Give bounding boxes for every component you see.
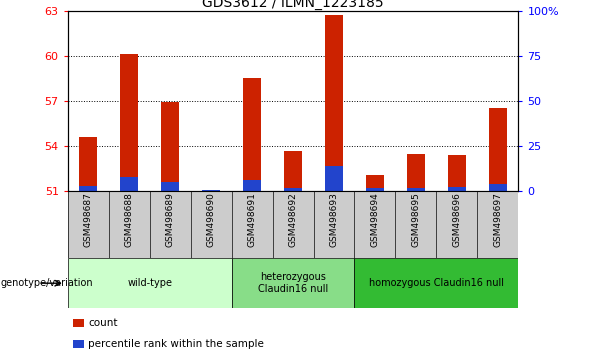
Text: GSM498692: GSM498692 xyxy=(289,193,297,247)
Text: wild-type: wild-type xyxy=(127,278,172,288)
Text: GSM498694: GSM498694 xyxy=(370,193,379,247)
Bar xyxy=(202,190,220,191)
Bar xyxy=(120,54,138,191)
Bar xyxy=(284,188,302,191)
Bar xyxy=(325,15,343,191)
Bar xyxy=(284,150,302,191)
Bar xyxy=(436,191,477,258)
Bar xyxy=(231,258,355,308)
Text: GSM498691: GSM498691 xyxy=(247,193,257,247)
Text: genotype/variation: genotype/variation xyxy=(1,278,93,288)
Bar xyxy=(120,177,138,191)
Bar xyxy=(489,108,507,191)
Bar xyxy=(313,191,355,258)
Bar xyxy=(273,191,313,258)
Bar xyxy=(395,191,436,258)
Bar xyxy=(161,102,180,191)
Bar xyxy=(406,154,425,191)
Bar xyxy=(79,137,97,191)
Text: count: count xyxy=(88,318,118,328)
Text: GSM498689: GSM498689 xyxy=(166,193,175,247)
Bar xyxy=(73,340,84,348)
Bar xyxy=(202,190,220,191)
Bar xyxy=(68,258,231,308)
Bar xyxy=(73,319,84,327)
Text: GSM498697: GSM498697 xyxy=(494,193,502,247)
Bar xyxy=(150,191,191,258)
Text: GSM498696: GSM498696 xyxy=(452,193,461,247)
Bar xyxy=(79,186,97,191)
Bar xyxy=(161,182,180,191)
Bar xyxy=(243,180,262,191)
Bar xyxy=(448,187,466,191)
Bar xyxy=(477,191,518,258)
Bar xyxy=(68,191,518,258)
Text: GSM498695: GSM498695 xyxy=(411,193,421,247)
Text: heterozygous
Claudin16 null: heterozygous Claudin16 null xyxy=(258,272,328,294)
Bar xyxy=(355,191,395,258)
Bar xyxy=(366,188,384,191)
Bar xyxy=(191,191,231,258)
Bar xyxy=(406,188,425,191)
Title: GDS3612 / ILMN_1223185: GDS3612 / ILMN_1223185 xyxy=(202,0,384,10)
Bar xyxy=(243,78,262,191)
Bar xyxy=(366,175,384,191)
Text: GSM498693: GSM498693 xyxy=(329,193,339,247)
Text: GSM498690: GSM498690 xyxy=(207,193,216,247)
Text: percentile rank within the sample: percentile rank within the sample xyxy=(88,339,264,349)
Text: GSM498687: GSM498687 xyxy=(84,193,92,247)
Bar xyxy=(489,184,507,191)
Bar xyxy=(448,155,466,191)
Text: GSM498688: GSM498688 xyxy=(125,193,134,247)
Text: homozygous Claudin16 null: homozygous Claudin16 null xyxy=(369,278,504,288)
Bar xyxy=(68,191,109,258)
Bar xyxy=(109,191,150,258)
Bar xyxy=(355,258,518,308)
Bar xyxy=(325,166,343,191)
Bar xyxy=(231,191,273,258)
